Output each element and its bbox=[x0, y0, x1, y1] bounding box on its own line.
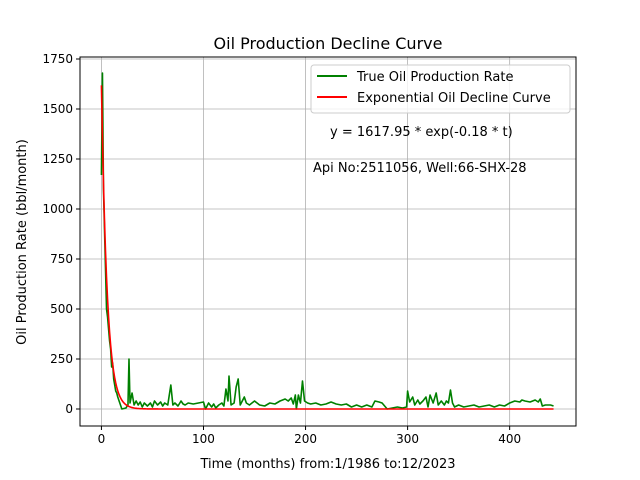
x-tick-label: 400 bbox=[498, 432, 521, 446]
y-tick-label: 0 bbox=[65, 402, 73, 416]
y-tick-label: 1000 bbox=[42, 202, 73, 216]
series-layer bbox=[100, 72, 554, 410]
y-tick-label: 1500 bbox=[42, 102, 73, 116]
y-tick-label: 250 bbox=[50, 352, 73, 366]
grid bbox=[80, 57, 576, 426]
x-tick-label: 200 bbox=[294, 432, 317, 446]
series-exponential-oil-decline-curve bbox=[100, 85, 554, 410]
x-tick-label: 0 bbox=[98, 432, 106, 446]
y-tick-label: 1250 bbox=[42, 152, 73, 166]
plot-frame bbox=[79, 56, 577, 427]
legend-label-true-rate: True Oil Production Rate bbox=[356, 70, 513, 85]
y-tick-label: 1750 bbox=[42, 52, 73, 66]
y-tick-label: 750 bbox=[50, 252, 73, 266]
axis-ticks: 0 100 200 300 400 0 250 500 750 1000 1250 1500 1750 bbox=[42, 52, 521, 446]
x-axis-label: Time (months) from:1/1986 to:12/2023 bbox=[199, 457, 455, 472]
y-tick-label: 500 bbox=[50, 302, 73, 316]
plot-area bbox=[80, 57, 576, 426]
legend-box bbox=[310, 64, 571, 114]
legend: True Oil Production Rate Exponential Oil… bbox=[310, 64, 571, 114]
well-annotation: Api No:2511056, Well:66-SHX-28 bbox=[313, 161, 527, 176]
equation-annotation: y = 1617.95 * exp(-0.18 * t) bbox=[330, 125, 513, 140]
x-tick-label: 300 bbox=[396, 432, 419, 446]
x-tick-label: 100 bbox=[192, 432, 215, 446]
series-true-oil-production-rate bbox=[100, 72, 554, 410]
legend-label-exponential-curve: Exponential Oil Decline Curve bbox=[357, 91, 551, 106]
y-axis-label: Oil Production Rate (bbl/month) bbox=[15, 139, 30, 345]
chart-title: Oil Production Decline Curve bbox=[214, 34, 443, 53]
